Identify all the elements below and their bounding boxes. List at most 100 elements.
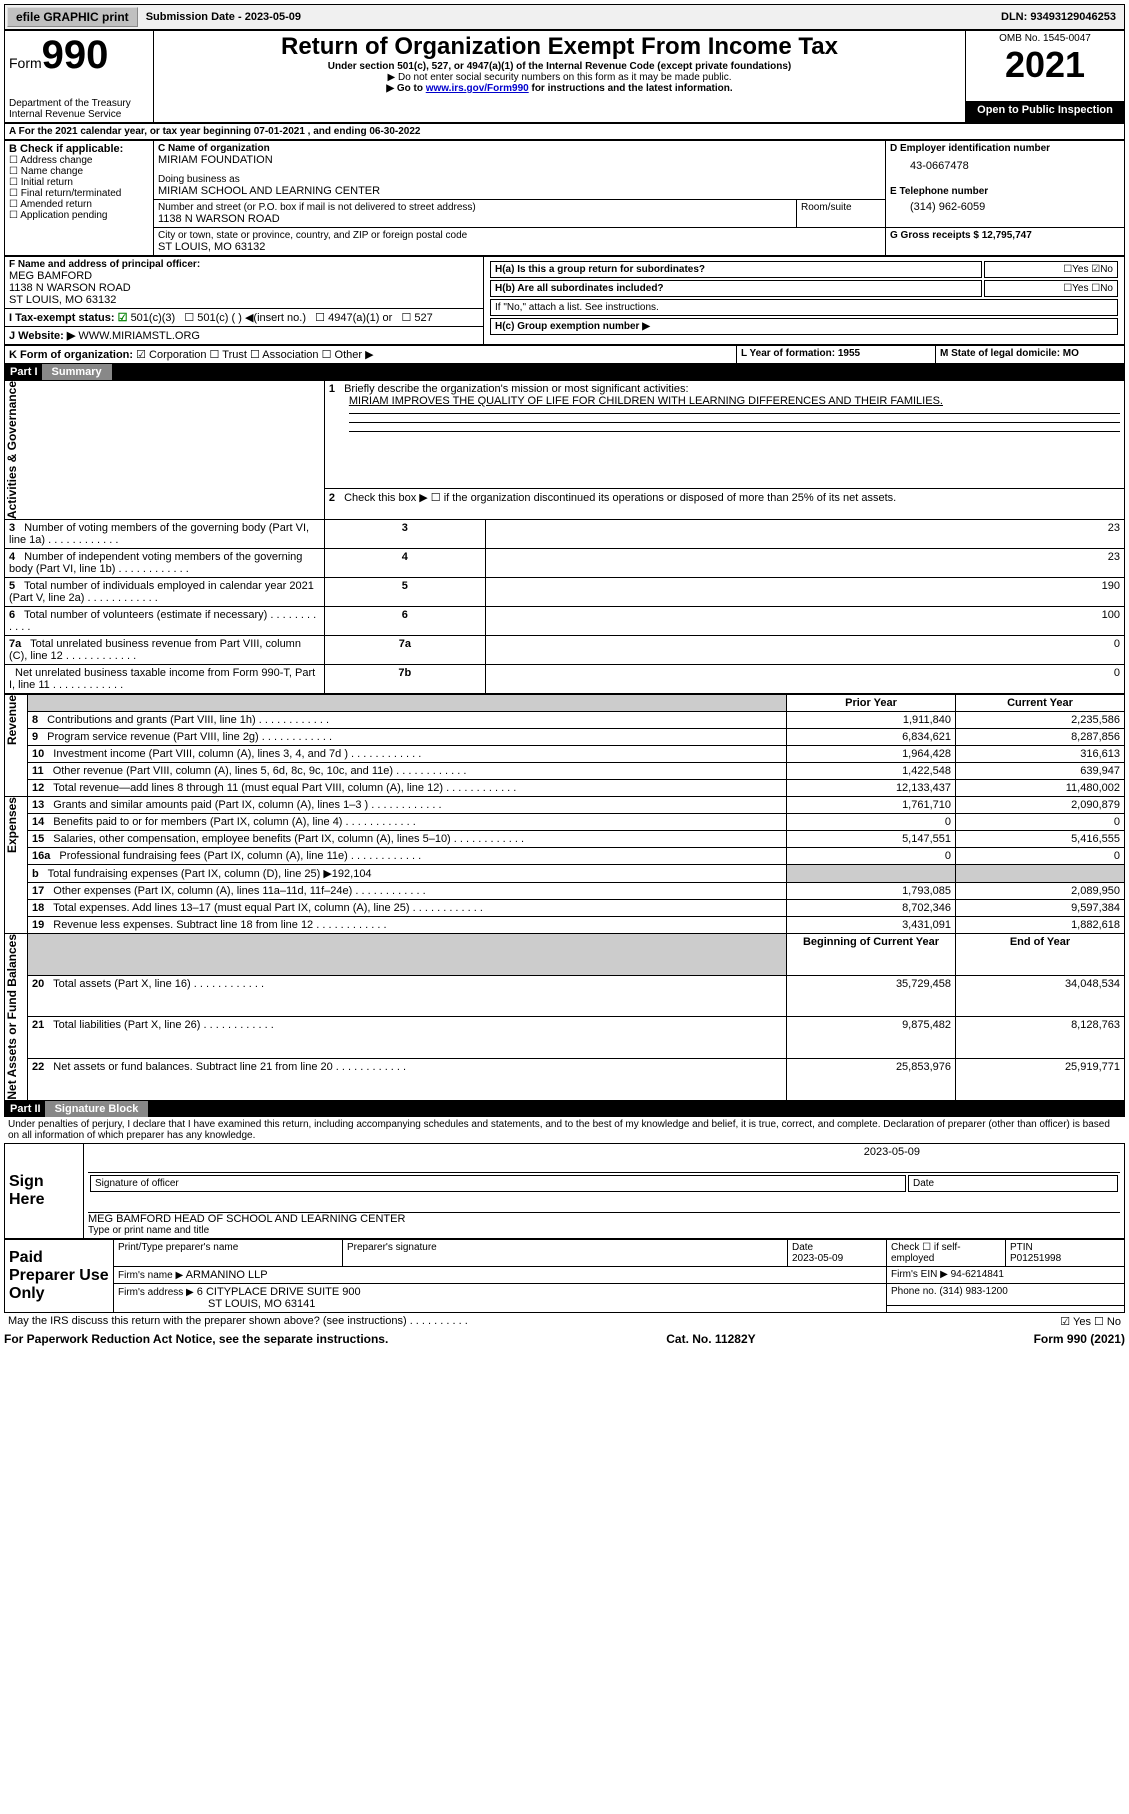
may-irs-answer[interactable]: ☑ Yes ☐ No: [977, 1313, 1125, 1330]
opt-address-change[interactable]: ☐ Address change: [9, 155, 149, 166]
prep-check[interactable]: Check ☐ if self-employed: [887, 1239, 1006, 1266]
hb-note: If "No," attach a list. See instructions…: [490, 299, 1118, 316]
line-box: 3: [324, 520, 485, 549]
street-label: Number and street (or P.O. box if mail i…: [158, 202, 792, 213]
prior-value: 0: [787, 848, 956, 865]
state-domicile: M State of legal domicile: MO: [936, 346, 1125, 364]
financial-table: Revenue Prior Year Current Year 8 Contri…: [4, 694, 1125, 1101]
current-value: 0: [956, 814, 1125, 831]
line-value: 0: [485, 636, 1124, 665]
form-org-opts[interactable]: ☑ Corporation ☐ Trust ☐ Association ☐ Ot…: [136, 349, 373, 361]
tax-exempt-label: I Tax-exempt status:: [9, 312, 115, 324]
line-value: 100: [485, 607, 1124, 636]
side-activities: Activities & Governance: [5, 381, 19, 519]
ha-answer[interactable]: ☐Yes ☑No: [984, 261, 1118, 278]
part2-header: Part IISignature Block: [4, 1101, 1125, 1117]
firm-ein: 94-6214841: [951, 1269, 1004, 1280]
prep-date: 2023-05-09: [792, 1253, 843, 1264]
opt-final-return[interactable]: ☐ Final return/terminated: [9, 188, 149, 199]
prior-value: 5,147,551: [787, 831, 956, 848]
sig-date-label: Date: [908, 1175, 1118, 1192]
opt-initial-return[interactable]: ☐ Initial return: [9, 177, 149, 188]
city-label: City or town, state or province, country…: [158, 230, 881, 241]
line-value: 23: [485, 520, 1124, 549]
line-box: 7b: [324, 665, 485, 694]
prior-value: 0: [787, 814, 956, 831]
opt-name-change[interactable]: ☐ Name change: [9, 166, 149, 177]
penalties-text: Under penalties of perjury, I declare th…: [4, 1117, 1125, 1143]
firm-name-label: Firm's name ▶: [118, 1270, 183, 1281]
officer-name-label: Type or print name and title: [88, 1225, 1120, 1236]
current-value: 639,947: [956, 763, 1125, 780]
ptin-label: PTIN: [1010, 1242, 1033, 1253]
part1-table: Activities & Governance 1 Briefly descri…: [4, 380, 1125, 694]
footer-right: Form 990 (2021): [1034, 1332, 1125, 1346]
prior-value: 1,793,085: [787, 883, 956, 900]
officer-label: F Name and address of principal officer:: [9, 259, 479, 270]
may-irs: May the IRS discuss this return with the…: [8, 1315, 407, 1327]
room-label: Room/suite: [797, 200, 886, 227]
prior-value: 25,853,976: [787, 1058, 956, 1100]
officer-line-1: MEG BAMFORD: [9, 270, 479, 282]
form-org-label: K Form of organization:: [9, 349, 133, 361]
firm-name: ARMANINO LLP: [186, 1269, 268, 1281]
line-box: 6: [324, 607, 485, 636]
prior-value: 6,834,621: [787, 729, 956, 746]
current-value: 34,048,534: [956, 975, 1125, 1017]
ha-label: H(a) Is this a group return for subordin…: [490, 261, 982, 278]
prior-value: 1,964,428: [787, 746, 956, 763]
current-value: 9,597,384: [956, 900, 1125, 917]
current-value: 2,089,950: [956, 883, 1125, 900]
irs-link[interactable]: www.irs.gov/Form990: [426, 83, 529, 94]
ptin: P01251998: [1010, 1253, 1061, 1264]
year-formation: L Year of formation: 1955: [737, 346, 936, 364]
hb-answer[interactable]: ☐Yes ☐No: [984, 280, 1118, 297]
form-title: Return of Organization Exempt From Incom…: [158, 33, 961, 61]
ein-label: D Employer identification number: [890, 143, 1120, 154]
current-value: 2,090,879: [956, 797, 1125, 814]
officer-name: MEG BAMFORD HEAD OF SCHOOL AND LEARNING …: [88, 1213, 1120, 1225]
current-value: 25,919,771: [956, 1058, 1125, 1100]
dba: MIRIAM SCHOOL AND LEARNING CENTER: [158, 185, 881, 197]
prior-value: 35,729,458: [787, 975, 956, 1017]
ein: 43-0667478: [910, 160, 1120, 172]
prior-value: 1,761,710: [787, 797, 956, 814]
org-name: MIRIAM FOUNDATION: [158, 154, 881, 166]
prior-value: 3,431,091: [787, 917, 956, 934]
form-header: Form990 Department of the Treasury Inter…: [4, 30, 1125, 123]
prep-name-label: Print/Type preparer's name: [114, 1239, 343, 1266]
identity-block: B Check if applicable: ☐ Address change …: [4, 140, 1125, 256]
section-b-label: B Check if applicable:: [9, 143, 149, 155]
klm-row: K Form of organization: ☑ Corporation ☐ …: [4, 345, 1125, 364]
opt-amended-return[interactable]: ☐ Amended return: [9, 199, 149, 210]
line-value: 0: [485, 665, 1124, 694]
current-value: 11,480,002: [956, 780, 1125, 797]
form-subtitle: Under section 501(c), 527, or 4947(a)(1)…: [158, 61, 961, 72]
dept-treasury: Department of the Treasury Internal Reve…: [9, 98, 149, 120]
footer-mid: Cat. No. 11282Y: [666, 1332, 755, 1346]
current-value: 0: [956, 848, 1125, 865]
signature-table: Sign Here 2023-05-09 Signature of office…: [4, 1143, 1125, 1239]
sig-officer-label: Signature of officer: [90, 1175, 906, 1192]
gross-receipts: G Gross receipts $ 12,795,747: [886, 228, 1125, 256]
line-box: 4: [324, 549, 485, 578]
officer-line-2: 1138 N WARSON ROAD: [9, 282, 479, 294]
website[interactable]: WWW.MIRIAMSTL.ORG: [78, 330, 200, 342]
prior-value: 12,133,437: [787, 780, 956, 797]
efile-print-button[interactable]: efile GRAPHIC print: [7, 7, 138, 27]
open-public-inspection: Open to Public Inspection: [966, 102, 1125, 123]
part1-header: Part ISummary: [4, 364, 1125, 380]
phone: (314) 962-6059: [910, 201, 1120, 213]
check-501c3[interactable]: ☑: [118, 312, 128, 324]
firm-addr2: ST LOUIS, MO 63141: [208, 1298, 315, 1310]
tax-year: 2021: [970, 44, 1120, 86]
opt-app-pending[interactable]: ☐ Application pending: [9, 210, 149, 221]
website-label: J Website: ▶: [9, 330, 75, 342]
prior-value: 1,422,548: [787, 763, 956, 780]
prep-sig-label: Preparer's signature: [343, 1239, 788, 1266]
current-value: 2,235,586: [956, 712, 1125, 729]
line-value: 23: [485, 549, 1124, 578]
line-value: 190: [485, 578, 1124, 607]
current-value: 1,882,618: [956, 917, 1125, 934]
dba-label: Doing business as: [158, 174, 881, 185]
